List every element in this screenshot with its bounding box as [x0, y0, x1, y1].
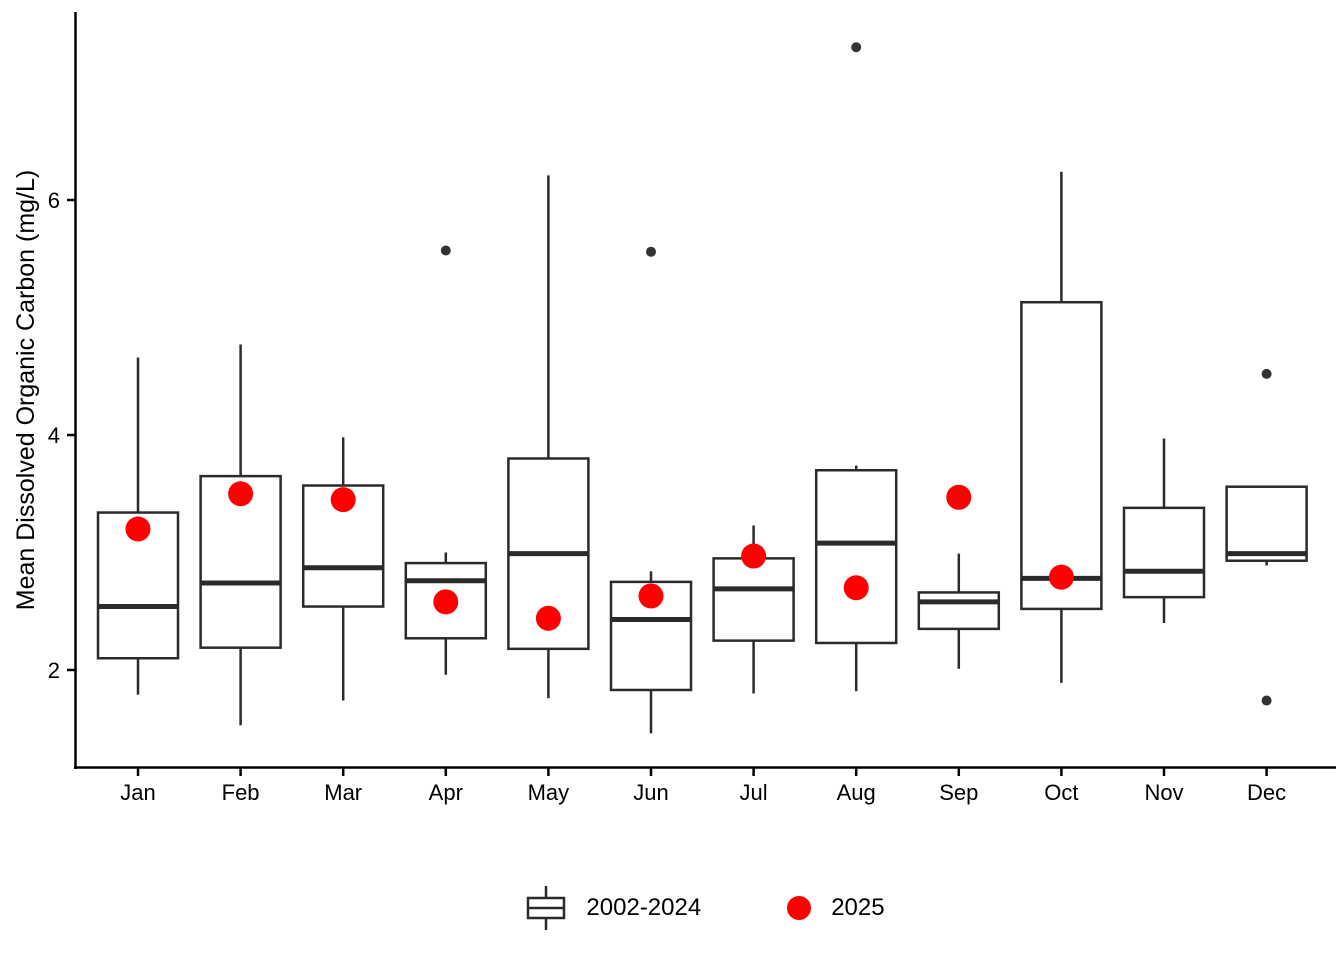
- x-tick-label: Jan: [120, 780, 155, 805]
- y-tick-label: 4: [48, 423, 60, 448]
- dot-2025: [1048, 564, 1074, 590]
- box-iqr: [1020, 300, 1103, 611]
- y-tick-label: 2: [48, 658, 60, 683]
- x-tick-label: Mar: [324, 780, 362, 805]
- outlier-dot: [440, 245, 451, 256]
- x-tick-label: Jun: [633, 780, 668, 805]
- dot-2025: [433, 589, 459, 615]
- dot-2025: [330, 487, 356, 513]
- dot-2025: [125, 516, 151, 542]
- x-tick-label: Apr: [429, 780, 463, 805]
- red-dot-legend-glyph: [787, 896, 812, 920]
- x-tick-label: Dec: [1247, 780, 1286, 805]
- box-iqr: [404, 561, 488, 640]
- x-tick-label: Sep: [939, 780, 978, 805]
- dot-2025: [843, 575, 869, 601]
- box-iqr: [712, 557, 795, 642]
- legend-label-2025: 2025: [831, 894, 885, 921]
- box-iqr: [1122, 506, 1206, 599]
- box-iqr: [917, 591, 1001, 631]
- outlier-dot: [1261, 695, 1272, 706]
- y-tick-label: 6: [48, 188, 60, 213]
- x-tick-label: Feb: [222, 780, 260, 805]
- dot-2025: [946, 484, 972, 510]
- dot-2025: [228, 481, 254, 507]
- legend-item-boxplot: 2002-2024: [526, 884, 701, 932]
- legend-item-2025: 2025: [787, 894, 885, 922]
- box-iqr: [1225, 485, 1308, 562]
- y-axis-title: Mean Dissolved Organic Carbon (mg/L): [12, 170, 40, 610]
- dot-2025: [638, 583, 664, 609]
- x-tick-label: Oct: [1044, 780, 1078, 805]
- x-tick-label: Nov: [1144, 780, 1183, 805]
- legend-label-2002-2024: 2002-2024: [586, 894, 702, 921]
- outlier-dot: [851, 42, 862, 53]
- x-tick-label: May: [528, 780, 570, 805]
- boxplot-legend-glyph: [527, 886, 566, 930]
- legend: 2002-2024 2025: [75, 880, 1336, 936]
- dot-2025: [535, 605, 561, 631]
- x-tick-label: Jul: [740, 780, 768, 805]
- x-tick-label: Aug: [837, 780, 876, 805]
- outlier-dot: [646, 246, 656, 257]
- box-iqr: [814, 469, 898, 645]
- dot-2025: [741, 543, 767, 569]
- outlier-dot: [1261, 368, 1272, 379]
